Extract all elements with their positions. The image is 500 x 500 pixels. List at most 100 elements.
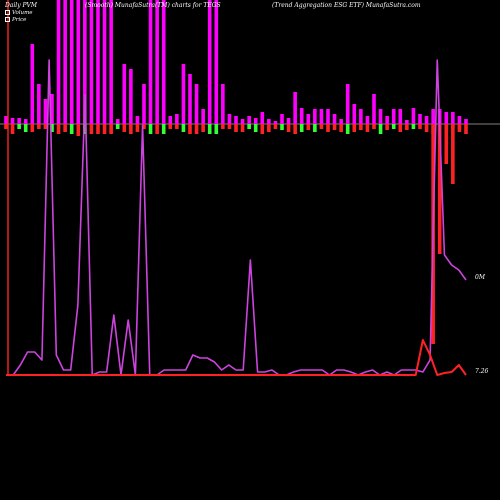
- volume-bar-up: [391, 109, 396, 124]
- volume-bar-up: [464, 119, 468, 124]
- volume-bar-down: [398, 124, 403, 132]
- volume-bar-up: [181, 64, 186, 124]
- volume-bar-up: [345, 84, 350, 124]
- volume-bar-down: [188, 124, 192, 134]
- volume-bar-up: [214, 0, 219, 124]
- volume-bar-down: [464, 124, 468, 134]
- volume-bar-up: [4, 116, 8, 124]
- volume-bar-down: [76, 124, 81, 136]
- volume-bar-down: [23, 124, 28, 132]
- volume-bar-up: [109, 0, 113, 124]
- volume-bars-group: [4, 0, 468, 344]
- volume-bar-down: [378, 124, 383, 134]
- volume-bar-up: [221, 84, 225, 124]
- volume-bar-up: [168, 116, 173, 124]
- volume-bar-up: [161, 0, 166, 124]
- volume-bar-up: [299, 108, 304, 124]
- volume-bar-down: [37, 124, 41, 129]
- volume-bar-down: [10, 124, 15, 134]
- volume-bar-down: [109, 124, 113, 134]
- volume-bar-up: [89, 0, 94, 124]
- volume-bar-down-spike: [437, 124, 442, 254]
- volume-bar-down: [227, 124, 232, 129]
- volume-bar-up: [424, 116, 429, 124]
- volume-bar-down-spike: [444, 124, 449, 164]
- volume-bar-down: [345, 124, 350, 134]
- volume-bar-down: [161, 124, 166, 134]
- volume-bar-up: [17, 118, 21, 124]
- volume-bar-up: [365, 116, 370, 124]
- volume-bar-down: [332, 124, 337, 130]
- volume-bar-down: [424, 124, 429, 132]
- volume-bar-down: [4, 124, 8, 129]
- volume-bar-down: [63, 124, 67, 132]
- legend-volume: Volume: [5, 10, 33, 16]
- volume-bar-up: [385, 116, 389, 124]
- volume-bar-up: [207, 0, 212, 124]
- volume-bar-up: [372, 94, 376, 124]
- volume-bar-down: [234, 124, 238, 132]
- volume-bar-down: [89, 124, 94, 134]
- volume-bar-up: [10, 118, 15, 124]
- volume-bar-down: [175, 124, 179, 129]
- volume-bar-down: [359, 124, 363, 130]
- volume-bar-down: [17, 124, 21, 129]
- legend-price: Price: [5, 17, 26, 23]
- volume-bar-down: [142, 124, 146, 129]
- volume-bar-up: [227, 114, 232, 124]
- chart-header-smooth: (Smooth) MunafaSutra(TM) charts for TEGS: [85, 2, 221, 9]
- volume-bar-up: [286, 118, 291, 124]
- volume-bar-down: [207, 124, 212, 134]
- volume-bar-up: [63, 0, 67, 124]
- volume-bar-up: [135, 116, 140, 124]
- volume-bar-down: [385, 124, 389, 130]
- volume-bar-down: [50, 124, 54, 132]
- volume-bar-down: [115, 124, 120, 129]
- volume-bar-down: [391, 124, 396, 129]
- volume-bar-up: [293, 92, 297, 124]
- price-series-line: [6, 339, 467, 376]
- volume-bar-down: [273, 124, 278, 129]
- volume-bar-down: [280, 124, 284, 130]
- volume-bar-up: [122, 64, 127, 124]
- volume-bar-up: [30, 44, 35, 124]
- volume-bar-up: [83, 0, 87, 124]
- volume-bar-up: [142, 84, 146, 124]
- volume-bar-up: [201, 109, 205, 124]
- volume-bar-down: [286, 124, 291, 132]
- legend-price-label: Price: [12, 17, 27, 23]
- legend-price-swatch: [5, 17, 10, 22]
- volume-bar-down: [372, 124, 376, 129]
- volume-bar-down: [418, 124, 422, 129]
- volume-bar-up: [326, 109, 330, 124]
- volume-bar-down: [201, 124, 205, 132]
- volume-bar-up: [43, 99, 48, 124]
- volume-bar-down: [306, 124, 311, 130]
- volume-bar-up: [23, 119, 28, 124]
- volume-bar-down: [260, 124, 265, 134]
- volume-bar-up: [50, 94, 54, 124]
- volume-bar-down: [365, 124, 370, 132]
- volume-bar-up: [418, 114, 422, 124]
- volume-bar-down: [411, 124, 416, 129]
- volume-bar-down: [43, 124, 48, 129]
- volume-bar-up: [444, 112, 449, 124]
- volume-bar-up: [451, 112, 455, 124]
- volume-bar-up: [280, 114, 284, 124]
- volume-bar-up: [267, 119, 271, 124]
- volume-bar-down: [122, 124, 127, 132]
- volume-bar-up: [319, 109, 324, 124]
- volume-bar-down: [96, 124, 100, 134]
- volume-bar-down: [155, 124, 159, 134]
- volume-bar-down: [293, 124, 297, 134]
- volume-bar-up: [76, 0, 81, 124]
- volume-bar-down: [267, 124, 271, 132]
- volume-bar-up: [352, 104, 357, 124]
- volume-bar-down: [299, 124, 304, 132]
- volume-bar-up: [378, 109, 383, 124]
- volume-bar-up: [405, 120, 409, 124]
- right-label-price: 7.26: [475, 368, 489, 375]
- volume-bar-up: [194, 84, 199, 124]
- chart-header-pvm: Daily PVM: [5, 2, 38, 9]
